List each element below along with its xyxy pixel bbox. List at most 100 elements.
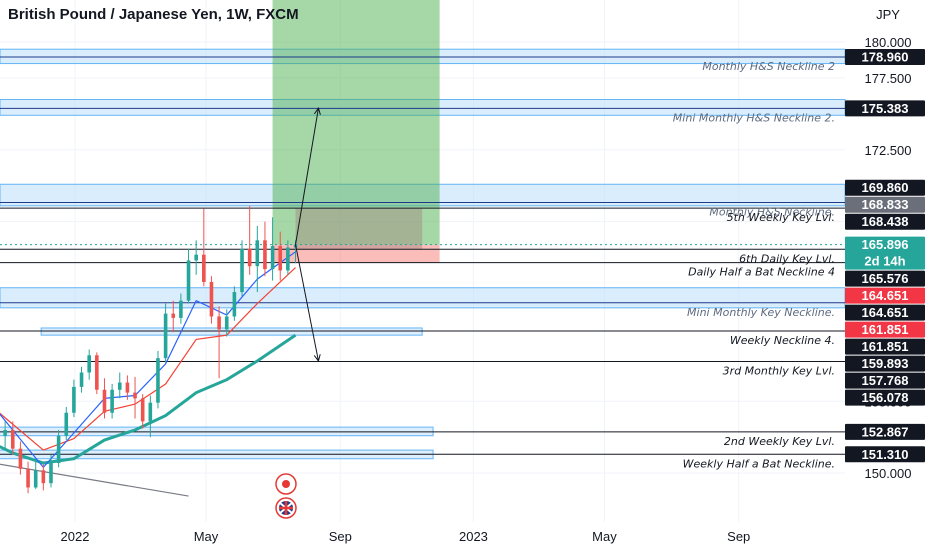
level-label: 6th Daily Key Lvl. [739,252,835,265]
level-lines-layer [0,56,845,497]
price-badge-value: 165.576 [862,271,909,286]
price-badge-value: 151.310 [862,447,909,462]
candle [255,225,260,293]
level-label: Monthly H&S Neckline. [709,205,835,218]
candle [186,248,191,304]
projection-arrow [295,106,321,245]
candle-body [125,382,130,393]
candle [194,240,198,275]
level-label: Weekly Half a Bat Neckline. [683,457,835,470]
price-badge-bg [845,236,925,270]
price-badge-bg [845,304,925,321]
candle [102,378,107,419]
candle [95,352,99,395]
price-axis[interactable]: 180.000177.500172.500167.500155.000150.0… [845,35,925,481]
candle-body [286,247,290,271]
level-label: Monthly H&S Neckline 2 [702,60,835,73]
projection-arrow-head [313,106,321,115]
price-badge-bg [845,423,925,440]
y-tick-label: 177.500 [865,71,912,86]
candle [148,395,153,438]
level-label: Daily Half a Bat Neckline 4 [688,266,835,279]
level-label: Mini Monthly Key Neckline. [687,306,835,319]
level-label: Mini Monthly H&S Neckline 2. [673,111,835,124]
level-label: 5th Weekly Key Lvl. [727,211,835,224]
projection-layer [295,106,321,363]
candle [247,205,252,275]
candle-body [102,389,107,413]
price-badge: 175.383 [845,100,925,117]
candle-body [209,281,214,317]
candle-body [87,355,91,373]
projection-arrow-head [313,354,321,363]
candle [41,464,46,491]
price-badge: 169.860 [845,179,925,196]
price-badge-value: 165.896 [862,237,909,252]
candle [270,217,275,281]
x-tick-label: May [194,529,219,544]
price-badge-bg [845,446,925,463]
candle-body [255,240,260,267]
candle-body [10,429,15,449]
candle [209,276,214,324]
candle [224,309,229,337]
price-badge-bg [845,48,925,65]
price-badge-value: 169.860 [862,180,909,195]
event-icons-layer[interactable] [275,473,297,519]
price-badge-value: 178.960 [862,49,909,64]
event-flag-icon[interactable] [275,473,297,495]
candle [179,293,183,324]
price-badge: 168.833 [845,196,925,213]
price-badge-bg [845,372,925,389]
price-badge: 151.310 [845,446,925,463]
x-tick-label: Sep [727,529,750,544]
candle [263,221,267,277]
x-tick-label: 2023 [459,529,488,544]
x-tick-label: May [592,529,617,544]
price-badge-value: 161.851 [862,339,909,354]
price-badge-value: 168.438 [862,214,909,229]
time-axis[interactable]: 2022 May Sep 2023 May Sep [61,529,751,544]
projection-arrow [295,244,321,363]
candle-body [171,313,176,318]
price-badge-bg [845,100,925,117]
candle-body [224,316,229,330]
price-badge-value: 159.893 [862,356,909,371]
price-badge-bg [845,389,925,406]
position-layer[interactable] [272,0,440,263]
position-overlap-area [295,208,423,250]
candle [171,300,176,333]
price-badge-value: 175.383 [862,101,909,116]
candle-body [217,316,221,330]
price-badge: 161.851 [845,338,925,355]
candle [217,306,221,379]
price-badge-value: 164.651 [862,288,909,303]
candle-body [270,246,275,270]
candle-body [110,389,114,413]
candle-body [194,254,198,261]
ema-slow-line [0,333,297,465]
candle-body [33,470,38,488]
price-badge-countdown: 2d 14h [864,254,905,269]
candle-body [232,292,237,317]
projection-arrow-shaft [295,108,319,245]
candle [133,376,137,419]
candle-body [79,372,84,387]
price-badge: 152.867 [845,423,925,440]
candle [56,429,61,468]
uk-flag-icon[interactable] [275,497,297,519]
candle [87,349,91,380]
price-badge: 156.078 [845,389,925,406]
level-label: 2nd Weekly Key Lvl. [724,435,835,448]
candle-body [133,392,137,399]
candle-body [18,448,23,469]
price-badge-value: 161.851 [862,322,909,337]
price-badge: 168.438 [845,213,925,230]
candle [125,375,130,400]
price-badge-bg [845,321,925,338]
price-badge-bg [845,179,925,196]
price-badge-bg [845,270,925,287]
price-badge-value: 168.833 [862,197,909,212]
candle [72,379,76,418]
